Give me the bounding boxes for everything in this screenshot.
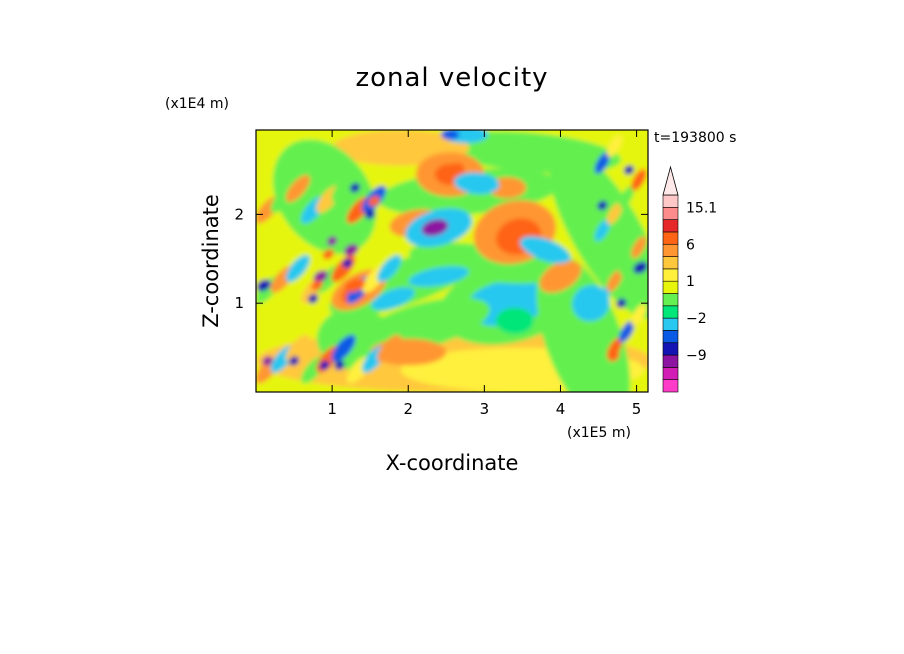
field-wave	[331, 334, 356, 363]
field-core	[344, 243, 359, 256]
field-core	[342, 258, 353, 268]
y-unit-label: (x1E4 m)	[165, 96, 229, 112]
x-tick-label: 2	[403, 400, 413, 418]
field-wave	[606, 202, 623, 225]
x-tick-label: 1	[327, 400, 337, 418]
velocity-field	[256, 130, 648, 392]
colorbar-swatch	[662, 330, 679, 344]
field-contour	[495, 307, 534, 335]
field-wave	[594, 286, 610, 309]
field-core	[262, 356, 273, 366]
field-wave	[619, 320, 635, 343]
field-wave	[619, 185, 635, 208]
colorbar-swatch	[662, 280, 679, 294]
colorbar-swatch	[662, 219, 679, 233]
field-core	[256, 279, 271, 292]
colorbar-swatch	[662, 379, 679, 393]
field-wave	[594, 354, 610, 377]
colorbar-swatch	[662, 305, 679, 319]
colorbar-swatch	[662, 367, 679, 380]
field-wave	[631, 236, 647, 259]
y-axis-label: Z-coordinate	[199, 194, 223, 328]
field-wave	[285, 254, 310, 283]
field-core	[349, 182, 361, 193]
field-wave	[631, 303, 647, 326]
field-contour	[440, 130, 460, 140]
field-wave	[606, 270, 623, 292]
field-core	[597, 200, 608, 211]
field-jet	[608, 351, 620, 362]
field-jet	[344, 278, 366, 293]
field-core	[365, 209, 376, 220]
field-core	[319, 360, 330, 371]
field-jet	[322, 249, 334, 260]
x-axis-ticks: 1 2 3 4 5	[327, 130, 641, 418]
field-wave	[377, 254, 402, 283]
colorbar-swatch	[662, 243, 679, 257]
colorbar-swatch	[662, 354, 679, 368]
colorbar-swatch	[662, 256, 679, 270]
field-contour	[539, 260, 582, 293]
field-core	[616, 298, 627, 308]
field-jet	[368, 196, 380, 207]
field-jet	[443, 163, 465, 177]
field-jet	[504, 225, 526, 240]
plot-frame	[255, 129, 649, 393]
field-core	[327, 236, 338, 246]
field-wave	[594, 151, 610, 174]
field-layer	[256, 130, 648, 392]
field-jet	[311, 280, 323, 291]
field-core	[427, 221, 442, 234]
colorbar-swatch	[662, 231, 679, 245]
colorbar-label: −2	[686, 311, 707, 327]
x-tick-label: 4	[556, 400, 566, 418]
field-wave	[377, 334, 402, 363]
colorbar-swatch	[662, 207, 679, 220]
x-unit-label: (x1E5 m)	[567, 425, 631, 441]
x-tick-label: 5	[632, 400, 642, 418]
x-tick-label: 3	[480, 400, 490, 418]
field-wave	[606, 135, 623, 157]
colorbar-swatch	[662, 317, 679, 331]
time-label: t=193800 s	[654, 130, 736, 146]
colorbar-label: 1	[686, 274, 695, 290]
field-contour	[371, 287, 415, 311]
chart-title: zonal velocity	[355, 63, 548, 93]
field-contour	[453, 172, 500, 195]
x-axis-label: X-coordinate	[386, 451, 519, 475]
y-axis-ticks: 12	[234, 205, 648, 312]
colorbar: 15.1 6 1 −2 −9	[662, 165, 717, 393]
field-wave	[285, 334, 310, 363]
colorbar-swatch	[662, 268, 679, 282]
field-core	[633, 261, 648, 274]
field-core	[289, 356, 300, 366]
colorbar-extend-arrow	[662, 165, 679, 196]
field-core	[623, 165, 635, 175]
colorbar-label: 6	[686, 237, 695, 253]
colorbar-label: −9	[686, 348, 707, 364]
field-wave	[631, 168, 647, 191]
colorbar-swatch	[662, 194, 679, 208]
colorbar-swatch	[662, 293, 679, 307]
y-tick-label: 1	[234, 294, 244, 312]
field-contour	[519, 236, 571, 264]
field-wave	[331, 175, 356, 203]
y-tick-label: 2	[234, 205, 244, 223]
field-band	[536, 254, 631, 392]
field-core	[313, 270, 328, 283]
colorbar-label: 15.1	[686, 200, 717, 216]
field-core	[308, 293, 319, 304]
field-contour	[408, 266, 469, 287]
field-core	[334, 360, 345, 371]
field-wave	[594, 219, 610, 242]
field-wave	[619, 253, 635, 275]
colorbar-swatch	[662, 342, 679, 356]
field-wave	[285, 175, 310, 203]
